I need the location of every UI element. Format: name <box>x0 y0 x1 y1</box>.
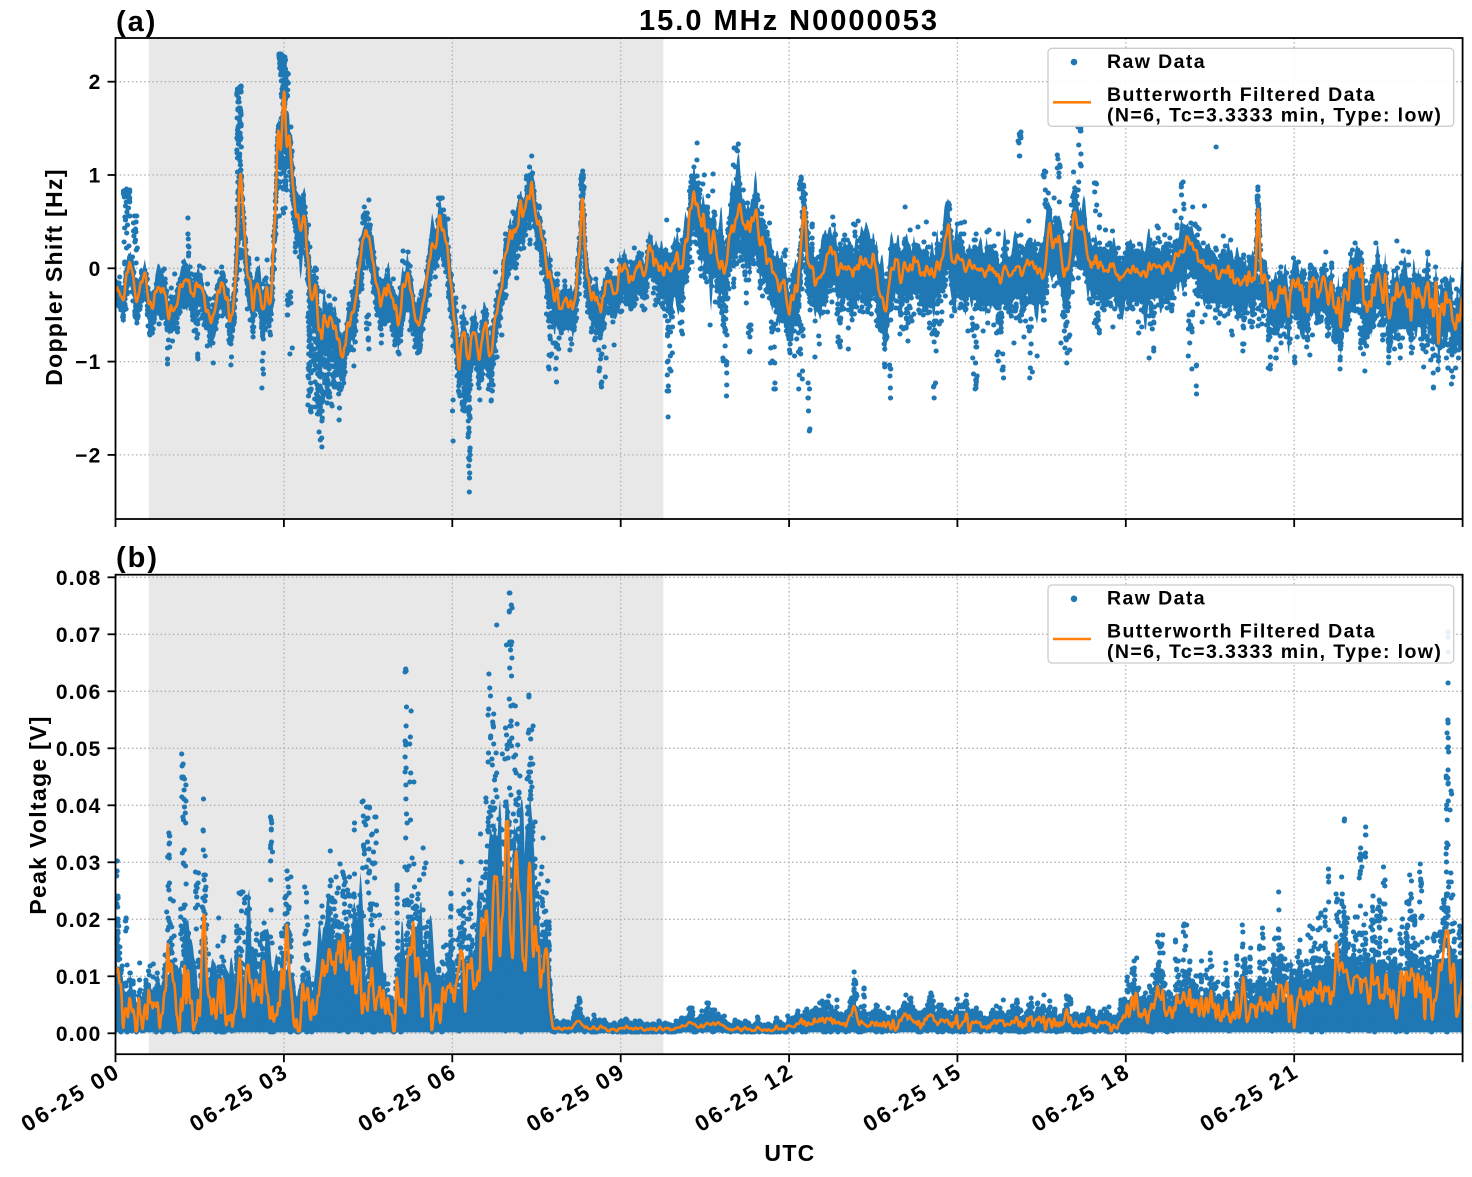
svg-text:0: 0 <box>89 258 102 281</box>
svg-text:(N=6, Tc=3.3333 min, Type: low: (N=6, Tc=3.3333 min, Type: low) <box>1107 641 1442 663</box>
svg-text:15.0 MHz N0000053: 15.0 MHz N0000053 <box>639 5 939 37</box>
svg-text:0.03: 0.03 <box>56 852 102 875</box>
svg-text:0.00: 0.00 <box>56 1023 102 1046</box>
svg-text:UTC: UTC <box>764 1140 815 1166</box>
svg-text:Butterworth Filtered Data: Butterworth Filtered Data <box>1107 621 1376 643</box>
svg-text:−1: −1 <box>75 351 101 374</box>
svg-text:0.02: 0.02 <box>56 909 102 932</box>
svg-text:Raw Data: Raw Data <box>1107 588 1206 610</box>
svg-text:0.04: 0.04 <box>56 795 102 818</box>
svg-text:Doppler Shift [Hz]: Doppler Shift [Hz] <box>41 168 67 386</box>
svg-text:0.06: 0.06 <box>56 681 102 704</box>
svg-text:Raw Data: Raw Data <box>1107 51 1206 73</box>
svg-text:2: 2 <box>89 71 102 94</box>
svg-text:−2: −2 <box>75 444 101 467</box>
svg-text:(N=6, Tc=3.3333 min, Type: low: (N=6, Tc=3.3333 min, Type: low) <box>1107 104 1442 126</box>
svg-text:0.07: 0.07 <box>56 624 102 647</box>
svg-text:0.01: 0.01 <box>56 966 102 989</box>
svg-text:0.08: 0.08 <box>56 567 102 590</box>
svg-text:(b): (b) <box>116 542 159 574</box>
svg-text:(a): (a) <box>116 6 157 38</box>
svg-text:Butterworth Filtered Data: Butterworth Filtered Data <box>1107 84 1376 106</box>
svg-text:1: 1 <box>89 165 102 188</box>
svg-text:Peak Voltage [V]: Peak Voltage [V] <box>25 715 51 914</box>
svg-text:0.05: 0.05 <box>56 738 102 761</box>
